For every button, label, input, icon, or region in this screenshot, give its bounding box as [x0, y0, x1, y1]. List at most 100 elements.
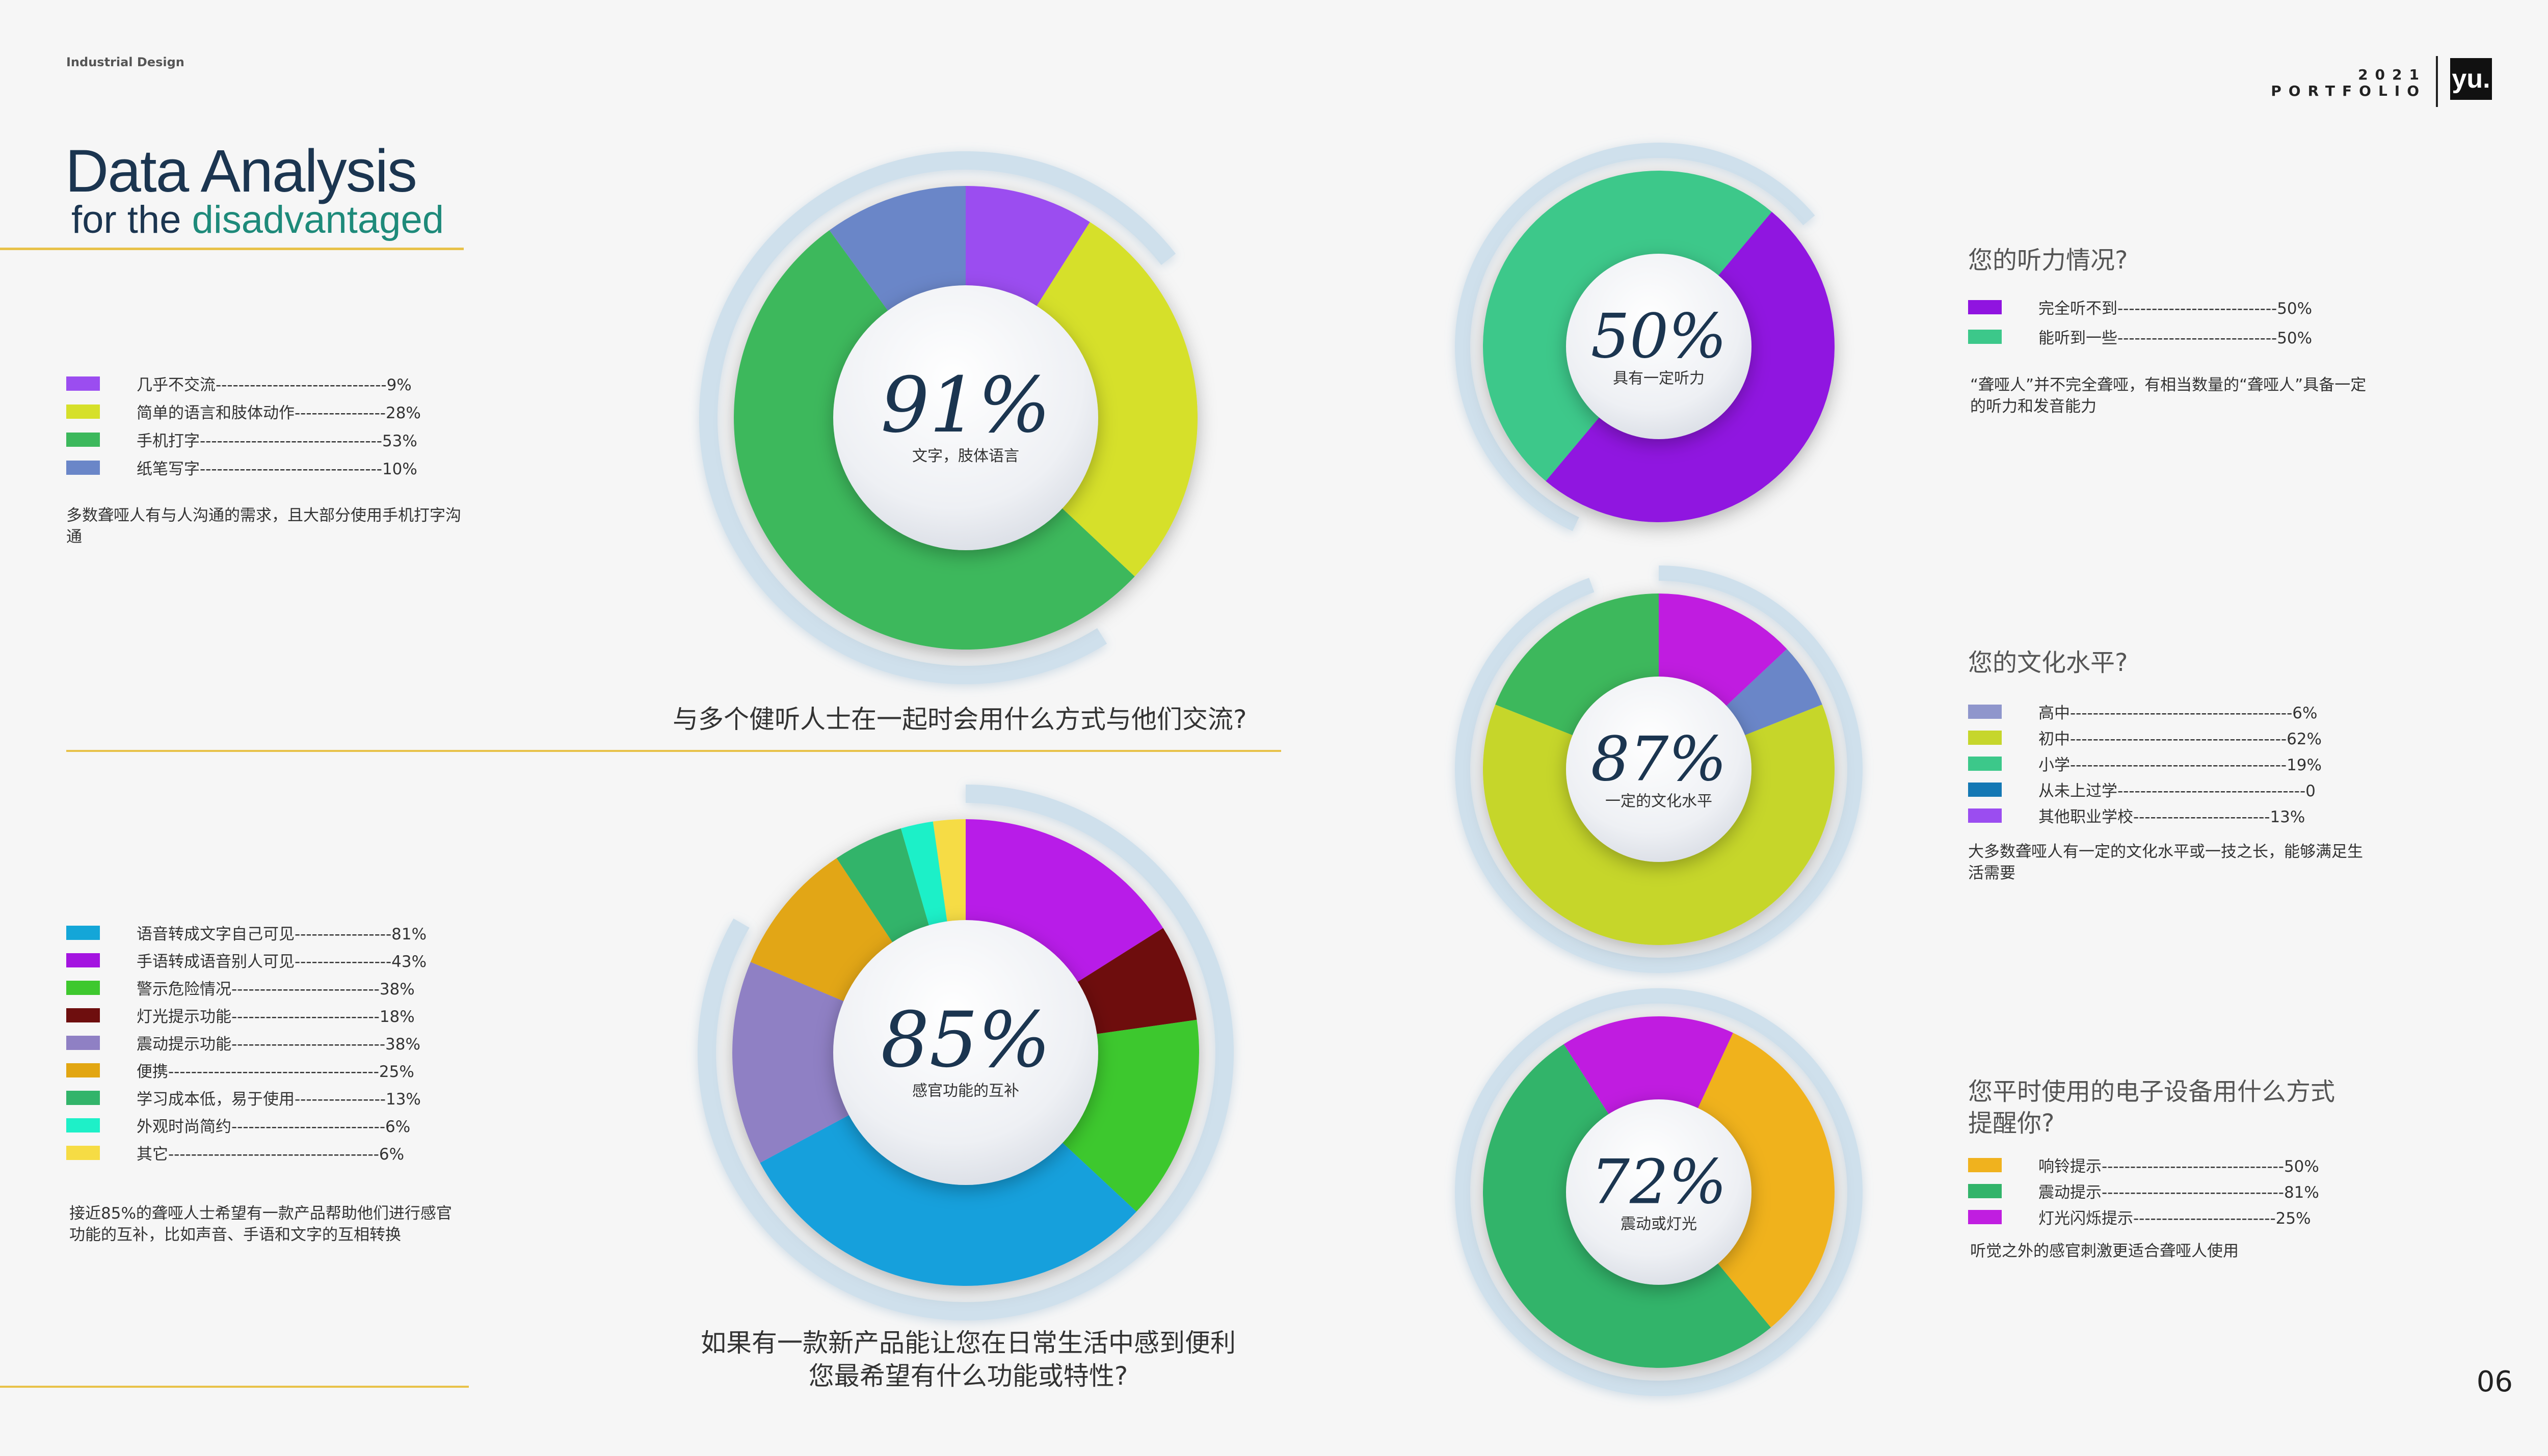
legend-row: 灯光提示功能--------------------------18%	[66, 1004, 415, 1027]
outer-ring	[699, 151, 1176, 684]
legend-text: 震动提示功能---------------------------38%	[137, 1035, 420, 1054]
legend-text: 手机打字--------------------------------53%	[137, 432, 417, 450]
legend-swatch	[1968, 300, 2002, 314]
legend-text: 学习成本低，易于使用----------------13%	[137, 1090, 421, 1109]
title-rule	[0, 248, 464, 250]
legend-row: 小学--------------------------------------…	[1968, 752, 2322, 775]
legend-row: 手机打字--------------------------------53%	[66, 428, 417, 451]
legend-text: 初中--------------------------------------…	[2038, 730, 2322, 748]
outer-ring	[1455, 565, 1863, 973]
question-education: 您的文化水平?	[1968, 649, 2128, 677]
center-caption: 具有一定听力	[1613, 370, 1705, 388]
legend-swatch	[1968, 730, 2002, 745]
legend-row: 完全听不到----------------------------50%	[1968, 295, 2312, 318]
legend-row: 纸笔写字--------------------------------10%	[66, 456, 417, 479]
legend-text: 从未上过学---------------------------------0	[2038, 782, 2316, 800]
legend-swatch	[66, 1008, 100, 1022]
legend-text: 其它-------------------------------------6…	[137, 1145, 405, 1164]
legend-row: 震动提示--------------------------------81%	[1968, 1179, 2319, 1202]
legend-swatch	[1968, 782, 2002, 797]
legend-swatch	[1968, 329, 2002, 344]
legend-swatch	[66, 1035, 100, 1050]
note-function: 接近85%的聋哑人士希望有一款产品帮助他们进行感官功能的互补，比如声音、手语和文…	[69, 1204, 452, 1244]
legend-row: 学习成本低，易于使用----------------13%	[66, 1086, 421, 1109]
section-rule-middle	[66, 750, 1281, 752]
legend-row: 警示危险情况--------------------------38%	[66, 976, 415, 999]
page-number: 06	[2476, 1365, 2513, 1398]
legend-text: 外观时尚简约---------------------------6%	[137, 1118, 411, 1136]
pie-hub	[833, 285, 1098, 550]
legend-row: 简单的语言和肢体动作----------------28%	[66, 400, 421, 423]
legend-swatch	[66, 925, 100, 940]
legend-swatch	[66, 1090, 100, 1105]
legend-swatch	[66, 404, 100, 419]
legend-text: 几乎不交流------------------------------9%	[137, 376, 412, 394]
pie-hub	[833, 920, 1098, 1185]
legend-text: 能听到一些----------------------------50%	[2038, 329, 2313, 347]
note-comm: 多数聋哑人有与人沟通的需求，且大部分使用手机打字沟通	[66, 506, 461, 546]
note-hearing: “聋哑人”并不完全聋哑，有相当数量的“聋哑人”具备一定的听力和发音能力	[1970, 376, 2367, 416]
section-rule-bottom	[0, 1386, 469, 1388]
pie-hub	[1566, 254, 1751, 439]
legend-swatch	[1968, 1157, 2002, 1172]
legend-row: 其它-------------------------------------6…	[66, 1141, 404, 1164]
legend-swatch	[66, 953, 100, 967]
legend-swatch	[66, 980, 100, 995]
legend-swatch	[1968, 1209, 2002, 1224]
legend-text: 灯光闪烁提示-------------------------25%	[2038, 1209, 2311, 1228]
legend-swatch	[1968, 756, 2002, 771]
center-value: 91%	[881, 361, 1050, 450]
legend-text: 灯光提示功能--------------------------18%	[137, 1008, 415, 1026]
question-reminder: 您平时使用的电子设备用什么方式 提醒你?	[1968, 1076, 2335, 1140]
note-education: 大多数聋哑人有一定的文化水平或一技之长，能够满足生活需要	[1968, 843, 2363, 882]
section-label: Industrial Design	[66, 55, 184, 69]
pie-reminder: 72%震动或灯光	[1455, 988, 1863, 1396]
legend-row: 其他职业学校------------------------13%	[1968, 804, 2305, 827]
question-line: 如果有一款新产品能让您在日常生活中感到便利	[701, 1328, 1236, 1358]
question-hearing: 您的听力情况?	[1968, 246, 2128, 275]
legend-text: 完全听不到----------------------------50%	[2038, 300, 2313, 318]
brand-divider	[2436, 56, 2438, 107]
question-comm: 与多个健听人士在一起时会用什么方式与他们交流?	[673, 705, 1247, 734]
pie-comm: 91%文字，肢体语言	[699, 151, 1198, 684]
pie-hearing: 50%具有一定听力	[1455, 143, 1835, 531]
outer-ring	[698, 785, 1234, 1320]
page-title: Data Analysis	[65, 138, 417, 205]
legend-row: 语音转成文字自己可见-----------------81%	[66, 921, 427, 944]
question-line: 提醒你?	[1968, 1109, 2055, 1138]
legend-text: 简单的语言和肢体动作----------------28%	[137, 404, 421, 422]
legend-row: 外观时尚简约---------------------------6%	[66, 1114, 410, 1137]
legend-row: 震动提示功能---------------------------38%	[66, 1031, 420, 1054]
legend-swatch	[1968, 704, 2002, 719]
pie-hub	[1566, 1099, 1751, 1285]
legend-row: 便携-------------------------------------2…	[66, 1059, 414, 1082]
pie-function: 85%感官功能的互补	[698, 785, 1234, 1320]
legend-swatch	[66, 432, 100, 447]
note-reminder: 听觉之外的感官刺激更适合聋哑人使用	[1970, 1242, 2239, 1260]
center-value: 72%	[1591, 1147, 1727, 1218]
legend-row: 手语转成语音别人可见-----------------43%	[66, 949, 427, 972]
legend-text: 其他职业学校------------------------13%	[2038, 808, 2305, 826]
pie-hub	[1566, 677, 1751, 862]
pie-charts: 91%文字，肢体语言85%感官功能的互补50%具有一定听力87%一定的文化水平7…	[698, 143, 1863, 1396]
legend-row: 灯光闪烁提示-------------------------25%	[1968, 1205, 2311, 1228]
brand-logo: yu.	[2450, 58, 2492, 100]
legend-text: 警示危险情况--------------------------38%	[137, 980, 415, 999]
outer-ring	[1455, 143, 1815, 531]
legend-swatch	[1968, 1183, 2002, 1198]
subtitle-prefix: for the	[71, 198, 192, 241]
legend-swatch	[66, 1063, 100, 1077]
legend-text: 响铃提示--------------------------------50%	[2038, 1157, 2319, 1176]
legend-swatch	[1968, 808, 2002, 823]
legend-row: 几乎不交流------------------------------9%	[66, 372, 412, 395]
question-function: 如果有一款新产品能让您在日常生活中感到便利 您最希望有什么功能或特性?	[662, 1327, 1274, 1393]
legend-swatch	[66, 1118, 100, 1133]
legend-text: 小学--------------------------------------…	[2038, 756, 2322, 774]
center-value: 87%	[1591, 724, 1727, 795]
center-value: 50%	[1591, 302, 1727, 372]
legend-row: 初中--------------------------------------…	[1968, 726, 2322, 749]
legend-text: 语音转成文字自己可见-----------------81%	[137, 925, 427, 943]
legend-swatch	[66, 376, 100, 391]
legend-row: 从未上过学---------------------------------0	[1968, 778, 2316, 801]
